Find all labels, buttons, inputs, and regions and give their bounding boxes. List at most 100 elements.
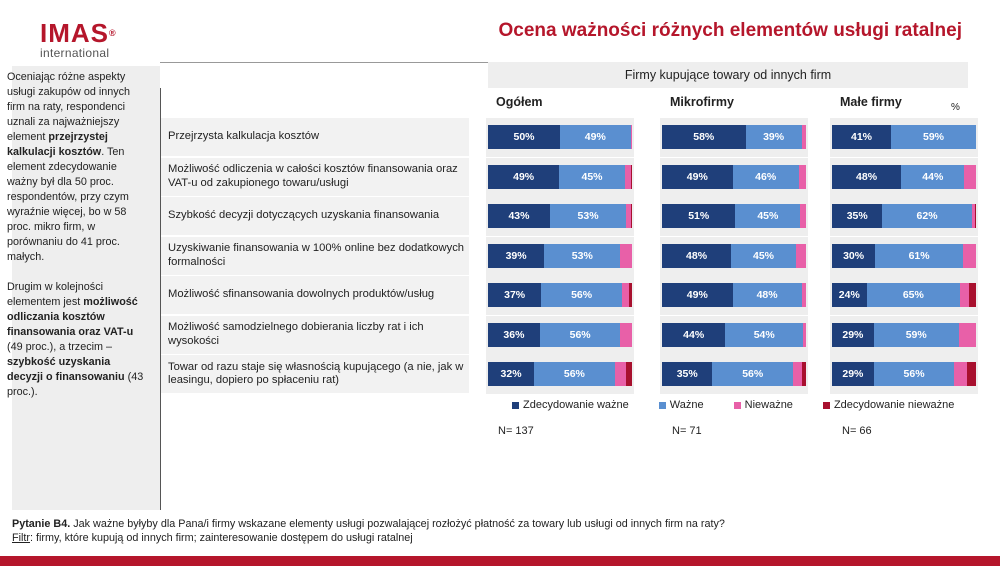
bar-segment-zdecydowanie-ważne: 49% [488, 164, 560, 189]
data-label: 39% [763, 131, 785, 143]
bar-segment-ważne: 56% [873, 362, 955, 386]
legend-swatch [658, 401, 666, 409]
bar-segment-zdecydowanie-ważne: 41% [832, 125, 892, 149]
data-label: 29% [842, 328, 864, 341]
sidebar-commentary: Oceniając różne aspekty usługi zakupów o… [7, 70, 145, 415]
stacked-bar: 48% 45% [662, 243, 806, 268]
percent-unit-label: % [951, 102, 960, 113]
category-row-background [161, 355, 469, 393]
bar-segment-nieważne [624, 164, 631, 189]
data-label: 44% [922, 170, 944, 183]
data-label: 48% [856, 170, 878, 183]
bar-segment-zdecydowanie-nieważne [967, 362, 976, 386]
legend-swatch [822, 401, 830, 409]
data-label: 32% [500, 368, 522, 380]
data-label: 65% [902, 289, 924, 301]
legend-swatch [733, 401, 741, 409]
bar-segment-zdecydowanie-ważne: 39% [488, 243, 545, 268]
legend-label: Zdecydowanie ważne [523, 399, 629, 411]
bar-segment-nieważne [621, 283, 630, 307]
stacked-bar: 51% 45% [662, 204, 806, 228]
bottom-accent-bar [0, 556, 1000, 566]
bar-segment-zdecydowanie-ważne: 50% [488, 125, 560, 149]
commentary-paragraph-1: Oceniając różne aspekty usługi zakupów o… [7, 71, 131, 263]
stacked-bar: 44% 54% [662, 322, 806, 347]
data-label: 61% [908, 249, 930, 262]
bar-segment-zdecydowanie-ważne: 51% [662, 204, 736, 228]
bar-segment-ważne: 65% [866, 283, 961, 307]
stacked-bar: 29% 59% [832, 322, 976, 347]
bar-segment-nieważne [971, 204, 975, 228]
bar-segment-ważne: 61% [875, 243, 964, 268]
bar-segment-nieważne [800, 204, 806, 228]
data-label: 54% [753, 328, 775, 341]
stacked-bar: 49% 48% [662, 283, 806, 307]
legend-item: Ważne [658, 399, 704, 411]
stacked-bar: 49% 46% [662, 164, 806, 189]
bar-segment-zdecydowanie-nieważne [629, 283, 632, 307]
question-note: Pytanie B4. Jak ważne byłyby dla Pana/i … [12, 518, 725, 530]
bar-segment-zdecydowanie-ważne: 24% [832, 283, 867, 307]
bar-segment-zdecydowanie-ważne: 48% [832, 164, 902, 189]
bar-segment-ważne: 53% [544, 243, 621, 268]
bar-segment-ważne: 56% [534, 362, 615, 386]
stacked-bar: 24% 65% [832, 283, 976, 307]
bar-segment-zdecydowanie-ważne: 44% [662, 322, 726, 347]
bar-segment-zdecydowanie-nieważne [974, 204, 976, 228]
bar-segment-nieważne [793, 362, 802, 386]
legend-label: Zdecydowanie nieważne [833, 399, 955, 411]
panel-title: Małe firmy [840, 95, 902, 109]
data-label: 45% [757, 210, 779, 222]
imas-logo: IMAS® international [40, 20, 117, 60]
data-label: 49% [513, 170, 535, 183]
stacked-bar: 58% 39% [662, 125, 806, 149]
stacked-bar: 29% 56% [832, 362, 976, 386]
data-label: 37% [504, 289, 526, 301]
bar-segment-nieważne [801, 283, 806, 307]
category-label: Szybkość decyzji dotyczących uzyskania f… [168, 209, 440, 222]
data-label: 45% [581, 170, 603, 183]
bar-segment-nieważne [960, 283, 969, 307]
data-label: 39% [505, 249, 527, 262]
category-row-background [161, 315, 469, 354]
bar-segment-nieważne [626, 204, 631, 228]
left-divider [160, 88, 161, 510]
data-label: 62% [916, 210, 938, 222]
data-label: 53% [577, 210, 599, 222]
data-label: 56% [742, 368, 764, 380]
data-label: 35% [676, 368, 698, 380]
sample-size-label: N= 71 [672, 425, 702, 437]
data-label: 30% [843, 249, 865, 262]
bar-segment-ważne: 45% [731, 243, 796, 268]
bar-segment-zdecydowanie-ważne: 32% [488, 362, 535, 386]
bar-segment-nieważne [954, 362, 968, 386]
sample-size-label: N= 66 [842, 425, 872, 437]
bar-segment-ważne: 45% [735, 204, 801, 228]
bar-segment-zdecydowanie-nieważne [630, 164, 632, 189]
bar-segment-zdecydowanie-ważne: 35% [832, 204, 883, 228]
category-row-background [161, 118, 469, 156]
category-row-background [161, 197, 469, 235]
bar-segment-ważne: 46% [732, 164, 799, 189]
category-row-background [161, 236, 469, 275]
data-label: 59% [923, 131, 945, 143]
data-label: 56% [903, 368, 925, 380]
bar-segment-ważne: 56% [712, 362, 794, 386]
data-label: 58% [693, 131, 715, 143]
data-label: 49% [686, 170, 708, 183]
data-label: 56% [563, 368, 585, 380]
data-label: 24% [838, 289, 860, 301]
category-label: Przejrzysta kalkulacja kosztów [168, 130, 320, 143]
stacked-bar: 39% 53% [488, 243, 632, 268]
category-label: Możliwość samodzielnego dobierania liczb… [168, 321, 424, 347]
stacked-bar: 43% 53% [488, 204, 632, 228]
bar-segment-nieważne [963, 243, 976, 268]
bar-segment-zdecydowanie-ważne: 48% [662, 243, 732, 268]
legend-label: Nieważne [744, 399, 793, 411]
bar-segment-zdecydowanie-ważne: 36% [488, 322, 540, 347]
bar-segment-nieważne [958, 322, 976, 347]
bar-segment-ważne: 45% [559, 164, 625, 189]
filter-note: Filtr: firmy, które kupują od innych fir… [12, 532, 413, 544]
page-title: Ocena ważności różnych elementów usługi … [498, 20, 962, 41]
data-label: 36% [503, 328, 525, 341]
